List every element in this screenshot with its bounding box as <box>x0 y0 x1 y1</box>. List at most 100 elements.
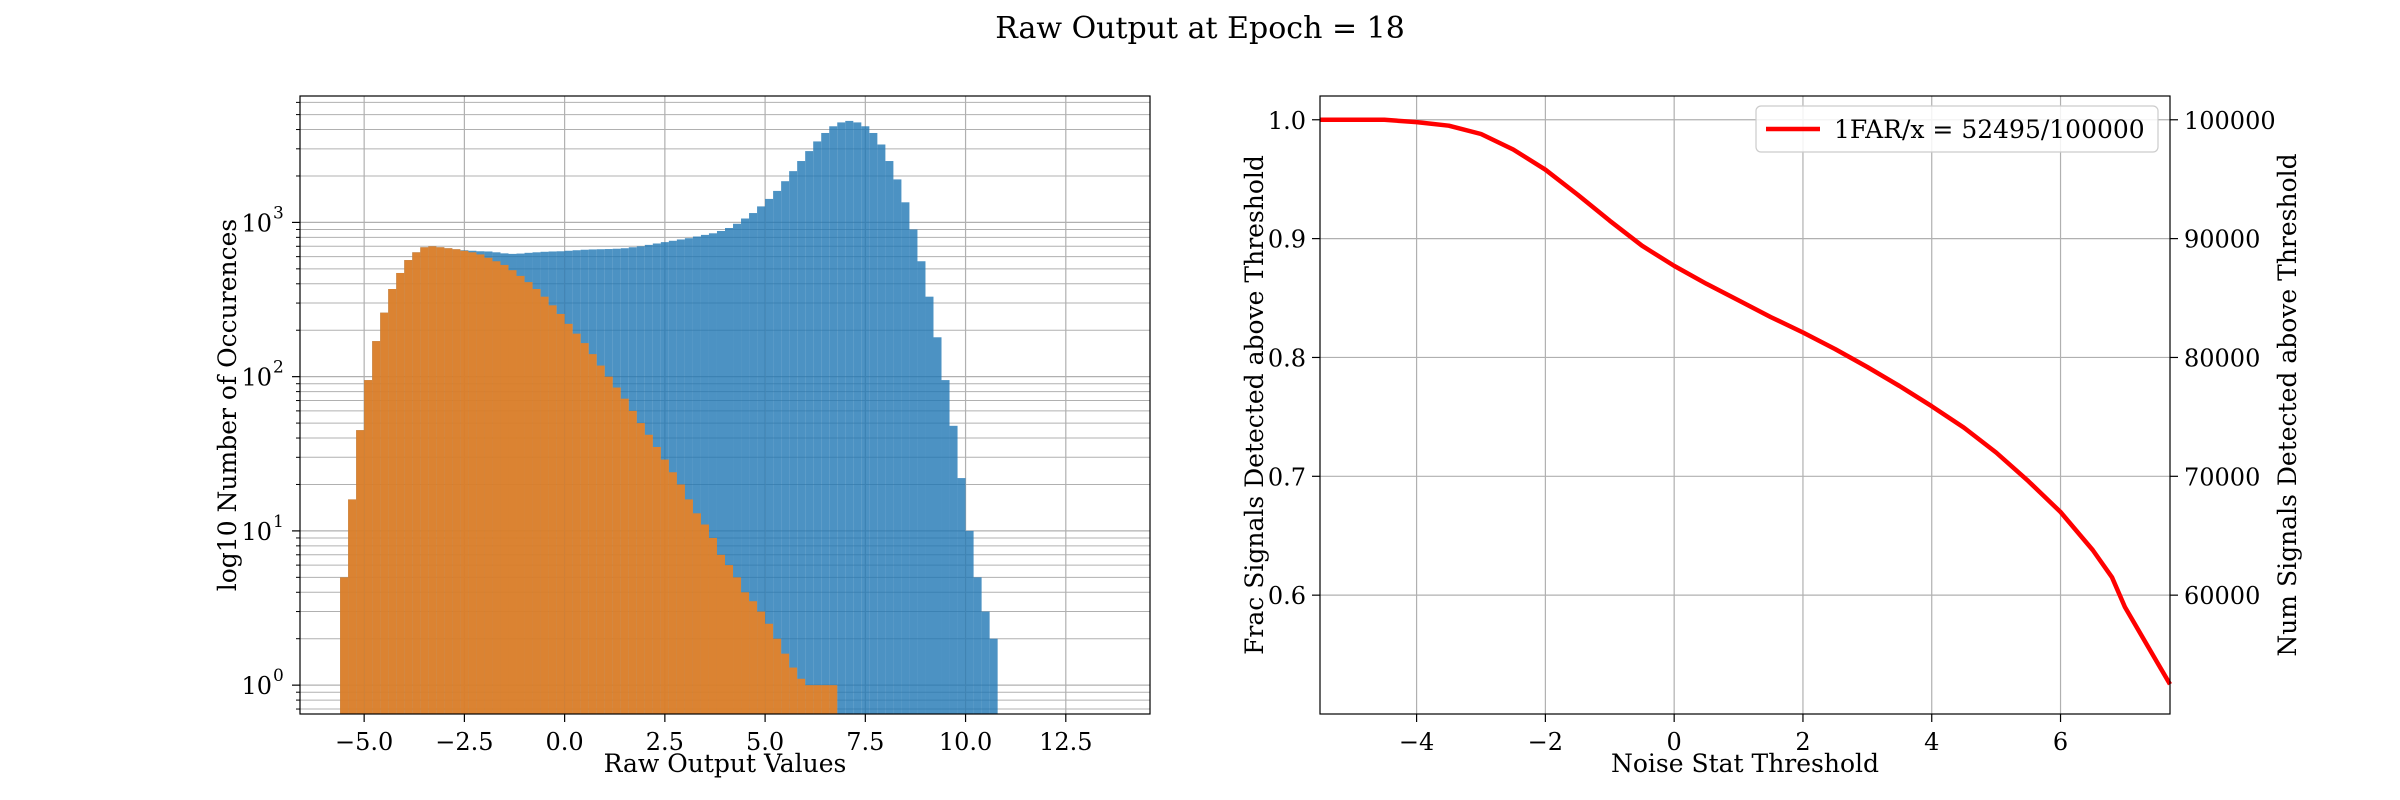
histogram-bar <box>789 667 798 714</box>
histogram-bar <box>725 565 734 714</box>
histogram-bar <box>781 653 790 714</box>
histogram-bar <box>412 252 421 714</box>
histogram-bar <box>396 272 405 714</box>
y-tick-exponent: 1 <box>273 512 284 532</box>
histogram-bar <box>813 685 822 714</box>
y-tick-label: 10 <box>241 518 272 546</box>
y-tick-label: 0.8 <box>1268 344 1306 372</box>
histogram-bar <box>620 398 629 714</box>
detection-line-chart: −4 −2 0 2 4 6 0.6 0.7 0.8 0.9 1.0 60000 70000 80000… <box>1240 95 2302 778</box>
histogram-bar <box>765 623 774 714</box>
x-tick-label: 10.0 <box>939 728 992 756</box>
x-tick-label: 2.5 <box>646 728 684 756</box>
x-tick-label: 5.0 <box>746 728 784 756</box>
histogram-bar <box>789 171 798 715</box>
legend-box <box>1755 105 2159 153</box>
figure-title: Raw Output at Epoch = 18 <box>995 11 1405 46</box>
histogram-bar <box>340 577 349 714</box>
histogram-bar <box>676 484 685 714</box>
histogram-bar <box>845 120 854 715</box>
histogram-bar <box>933 337 942 714</box>
histogram-bar <box>516 275 525 714</box>
histogram-bar <box>468 252 477 714</box>
histogram-bar <box>885 161 894 714</box>
histogram-bar <box>444 248 453 714</box>
histogram-bar <box>540 296 549 714</box>
histogram-bar <box>893 179 902 715</box>
histogram-bar <box>837 122 846 714</box>
legend-label: 1FAR/x = 52495/100000 <box>1834 115 2145 144</box>
y-right-tick-label: 100000 <box>2184 107 2276 135</box>
y-tick-label: 0.6 <box>1268 582 1306 610</box>
x-tick-label: 0.0 <box>546 728 584 756</box>
histogram-bar <box>612 387 621 714</box>
y-tick-label: 1.0 <box>1268 107 1306 135</box>
histogram-bar <box>805 151 814 714</box>
line-y-axis-label-right: Num Signals Detected above Threshold <box>2273 153 2302 656</box>
line-y-ticks-left: 0.6 0.7 0.8 0.9 1.0 <box>1268 107 1320 610</box>
histogram-bar <box>805 685 814 714</box>
histogram-bar <box>829 685 838 714</box>
histogram-x-ticks: −5.0 −2.5 0.0 2.5 5.0 7.5 10.0 12.5 <box>335 714 1093 756</box>
histogram-bar <box>692 513 701 714</box>
histogram-bar <box>500 264 509 714</box>
histogram-bar <box>877 144 886 715</box>
histogram-bar <box>548 305 557 714</box>
y-tick-label: 10 <box>241 209 272 237</box>
y-tick-label: 10 <box>241 364 272 392</box>
histogram-bar <box>660 459 669 714</box>
x-tick-label: 0 <box>1667 728 1682 756</box>
histogram-bar <box>716 554 725 714</box>
histogram-bar <box>580 343 589 714</box>
histogram-bar <box>981 611 990 714</box>
histogram-bar <box>460 250 469 714</box>
x-tick-label: 6 <box>2053 728 2068 756</box>
x-tick-label: 4 <box>1924 728 1939 756</box>
histogram-bar <box>372 341 381 714</box>
y-tick-exponent: 0 <box>273 666 284 686</box>
y-tick-label: 10 <box>241 672 272 700</box>
y-tick-label: 0.7 <box>1268 463 1306 491</box>
histogram-bar <box>773 190 782 714</box>
histogram-bar <box>925 296 934 714</box>
histogram-bar <box>404 260 413 714</box>
histogram-bar <box>700 524 709 714</box>
histogram-bar <box>684 238 693 714</box>
histogram-bar <box>949 425 958 714</box>
histogram-bar <box>733 577 742 714</box>
x-tick-label: −4 <box>1399 728 1434 756</box>
line-y-ticks-right: 60000 70000 80000 90000 100000 <box>2170 107 2276 610</box>
histogram-bar <box>476 254 485 714</box>
y-tick-label: 0.9 <box>1268 226 1306 254</box>
histogram-bar <box>757 611 766 714</box>
histogram-bar <box>572 333 581 714</box>
line-y-axis-label-left: Frac Signals Detected above Threshold <box>1240 155 1269 655</box>
histogram-series-orange <box>340 246 838 715</box>
x-tick-label: −2.5 <box>435 728 493 756</box>
histogram-bar <box>765 198 774 714</box>
histogram-bar <box>749 601 758 714</box>
histogram-bar <box>348 499 357 714</box>
line-series-1far <box>1320 117 2172 686</box>
x-tick-label: 12.5 <box>1039 728 1092 756</box>
histogram-bar <box>821 132 830 714</box>
y-right-tick-label: 80000 <box>2184 344 2260 372</box>
histogram-bar <box>364 380 373 714</box>
line-x-ticks: −4 −2 0 2 4 6 <box>1399 714 2068 756</box>
histogram-bar <box>452 249 461 714</box>
histogram-bar <box>821 685 830 714</box>
histogram-bar <box>484 257 493 714</box>
histogram-bar <box>588 354 597 714</box>
histogram-bar <box>420 247 429 714</box>
histogram-bar <box>725 227 734 714</box>
histogram-bar <box>757 206 766 714</box>
histogram-bar <box>684 499 693 714</box>
histogram-bar <box>564 323 573 714</box>
histogram-bar <box>741 218 750 714</box>
line-axes-frame <box>1319 95 2171 715</box>
histogram-bar <box>668 472 677 714</box>
histogram-bar <box>604 376 613 714</box>
